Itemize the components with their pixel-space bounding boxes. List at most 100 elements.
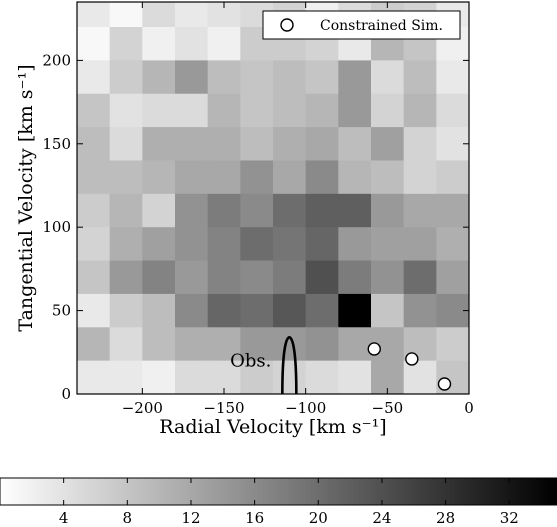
constrained-sim-point: [437, 377, 452, 391]
heatmap-cell: [77, 93, 111, 128]
heatmap-cell: [240, 327, 274, 362]
heatmap-cell: [273, 160, 307, 195]
heatmap-cell: [77, 27, 111, 61]
heatmap-cell: [305, 360, 339, 395]
heatmap-cell: [77, 227, 111, 262]
heatmap-cell: [436, 227, 470, 262]
colorbar: 4 8 12 16 20 24 28 32: [0, 477, 557, 527]
heatmap-cell: [273, 193, 307, 228]
heatmap-cell: [175, 193, 209, 228]
heatmap-cell: [338, 260, 372, 295]
x-tick-label: −100: [285, 399, 326, 417]
heatmap-cell: [403, 160, 437, 195]
heatmap-cell: [175, 27, 209, 61]
heatmap-cell: [273, 227, 307, 262]
heatmap-cell: [207, 127, 241, 161]
heatmap-cell: [142, 27, 176, 61]
heatmap-cell: [207, 260, 241, 295]
legend-marker-circle: [280, 18, 294, 32]
colorbar-tick-label: 8: [123, 509, 133, 527]
heatmap-cell: [403, 193, 437, 228]
heatmap-cell: [305, 93, 339, 128]
heatmap-cell: [142, 93, 176, 128]
heatmap-cell: [240, 293, 274, 328]
heatmap-cell: [109, 60, 143, 95]
heatmap-cell: [436, 193, 470, 228]
heatmap-cell: [207, 327, 241, 362]
heatmap-cell: [305, 260, 339, 295]
heatmap-cell: [175, 260, 209, 295]
heatmap-cell: [207, 193, 241, 228]
constrained-sim-point: [367, 342, 381, 356]
obs-contour: [281, 335, 298, 395]
heatmap-cell: [240, 93, 274, 128]
heatmap-cell: [403, 127, 437, 161]
colorbar-tick-label: 4: [59, 509, 69, 527]
heatmap-cell: [436, 60, 470, 95]
heatmap-cell: [175, 127, 209, 161]
heatmap-cell: [109, 360, 143, 395]
heatmap-cell: [109, 327, 143, 362]
heatmap-cell: [273, 60, 307, 95]
heatmap-cell: [109, 227, 143, 262]
heatmap-cell: [142, 2, 176, 28]
heatmap-cell: [403, 93, 437, 128]
legend: Constrained Sim.: [262, 10, 461, 40]
heatmap-cell: [240, 160, 274, 195]
colorbar-tick-label: 32: [500, 509, 519, 527]
constrained-sim-point: [405, 352, 419, 366]
heatmap-cell: [273, 260, 307, 295]
heatmap-cell: [371, 127, 405, 161]
heatmap-cell: [371, 260, 405, 295]
obs-contour-group: Obs.: [230, 335, 298, 395]
heatmap-cell: [240, 360, 274, 395]
heatmap-cell: [109, 260, 143, 295]
obs-label: Obs.: [230, 351, 271, 372]
x-tick-label: −200: [122, 399, 163, 417]
heatmap-cell: [273, 360, 307, 395]
y-tick-label: 150: [42, 135, 71, 153]
heatmap-cell: [371, 60, 405, 95]
heatmap-cell: [436, 327, 470, 362]
heatmap-cell: [305, 293, 339, 328]
heatmap-cell: [436, 160, 470, 195]
legend-label: Constrained Sim.: [320, 18, 443, 34]
heatmap-cell: [175, 360, 209, 395]
heatmap-cell: [338, 327, 372, 362]
heatmap-cell: [436, 260, 470, 295]
heatmap-cell: [305, 327, 339, 362]
heatmap-cell: [77, 327, 111, 362]
heatmap-cell: [207, 227, 241, 262]
heatmap-cell: [371, 293, 405, 328]
heatmap-cell: [175, 60, 209, 95]
heatmap-cell: [403, 227, 437, 262]
heatmap-cell: [142, 127, 176, 161]
colorbar-tick-label: 12: [181, 509, 200, 527]
heatmap-cell: [77, 260, 111, 295]
y-axis-ticks: 0 50 100 150 200: [42, 51, 469, 403]
heatmap-cells: [77, 2, 470, 395]
heatmap-cell: [371, 193, 405, 228]
heatmap-cell: [77, 60, 111, 95]
colorbar-tick-label: 20: [309, 509, 328, 527]
heatmap-cell: [371, 227, 405, 262]
heatmap-cell: [305, 127, 339, 161]
colorbar-tick-label: 16: [245, 509, 264, 527]
heatmap-cell: [142, 260, 176, 295]
heatmap-cell: [77, 160, 111, 195]
legend-box: [262, 10, 461, 40]
heatmap-cell: [305, 160, 339, 195]
heatmap-cell: [142, 60, 176, 95]
heatmap-cell: [109, 2, 143, 28]
heatmap-cell: [142, 160, 176, 195]
heatmap-cell: [240, 193, 274, 228]
heatmap-cell: [207, 27, 241, 61]
heatmap-cell: [273, 327, 307, 362]
colorbar-gradient: [0, 477, 557, 506]
heatmap-cell: [175, 227, 209, 262]
heatmap-cell: [403, 293, 437, 328]
heatmap-cell: [371, 93, 405, 128]
heatmap-cell: [240, 227, 274, 262]
heatmap-cell: [142, 327, 176, 362]
constrained-sim-points: [367, 342, 452, 391]
